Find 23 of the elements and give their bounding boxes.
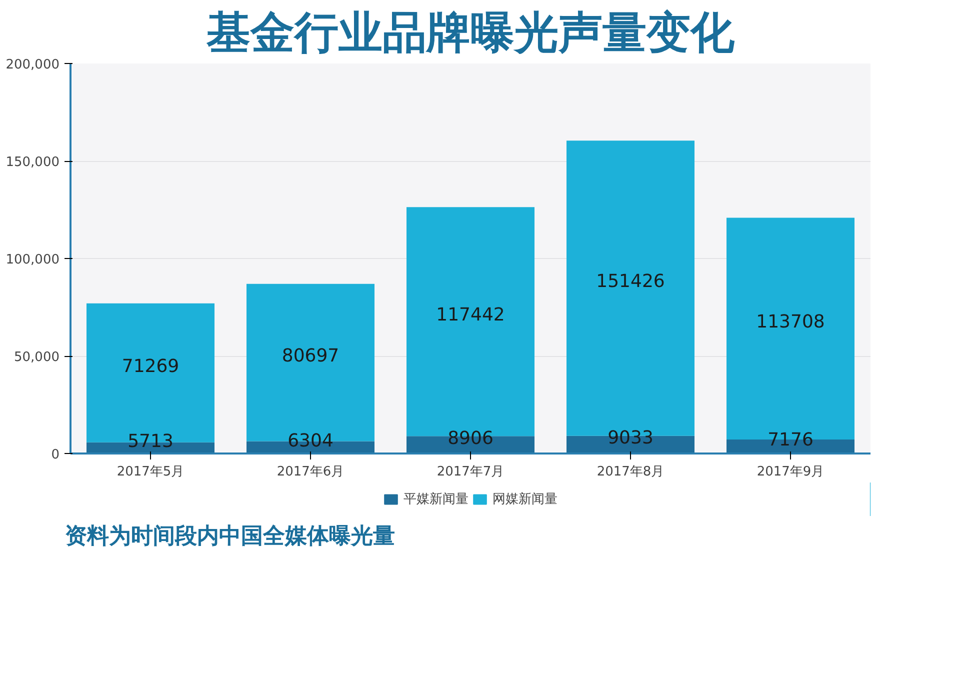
y-tick-label: 200,000 [6, 58, 60, 72]
x-tick-label: 2017年9月 [756, 464, 824, 480]
y-tick-label: 100,000 [6, 252, 60, 268]
data-label: 8906 [448, 428, 494, 449]
data-label: 80697 [282, 346, 340, 367]
data-label: 117442 [436, 304, 505, 326]
x-tick-label: 2017年6月 [276, 464, 344, 480]
legend-label: 网媒新闻量 [492, 491, 558, 508]
data-label: 151426 [596, 271, 665, 292]
data-label: 113708 [756, 312, 825, 333]
y-tick-label: 150,000 [6, 155, 60, 170]
text: 资料为时间段内中国全媒体曝光量 [65, 523, 395, 551]
y-tick-label: 50,000 [14, 350, 60, 365]
y-tick-label: 0 [51, 448, 60, 462]
data-label: 5713 [128, 430, 174, 452]
x-tick-label: 2017年7月 [436, 464, 504, 480]
data-label: 7176 [768, 430, 814, 451]
data-label: 71269 [122, 356, 180, 377]
x-tick-label: 2017年8月 [596, 464, 664, 480]
x-tick-label: 2017年5月 [116, 464, 184, 480]
legend-label: 平媒新闻量 [404, 491, 468, 508]
chart-title: 基金行业品牌曝光声量变化 [206, 8, 736, 58]
data-label: 6304 [288, 430, 334, 452]
